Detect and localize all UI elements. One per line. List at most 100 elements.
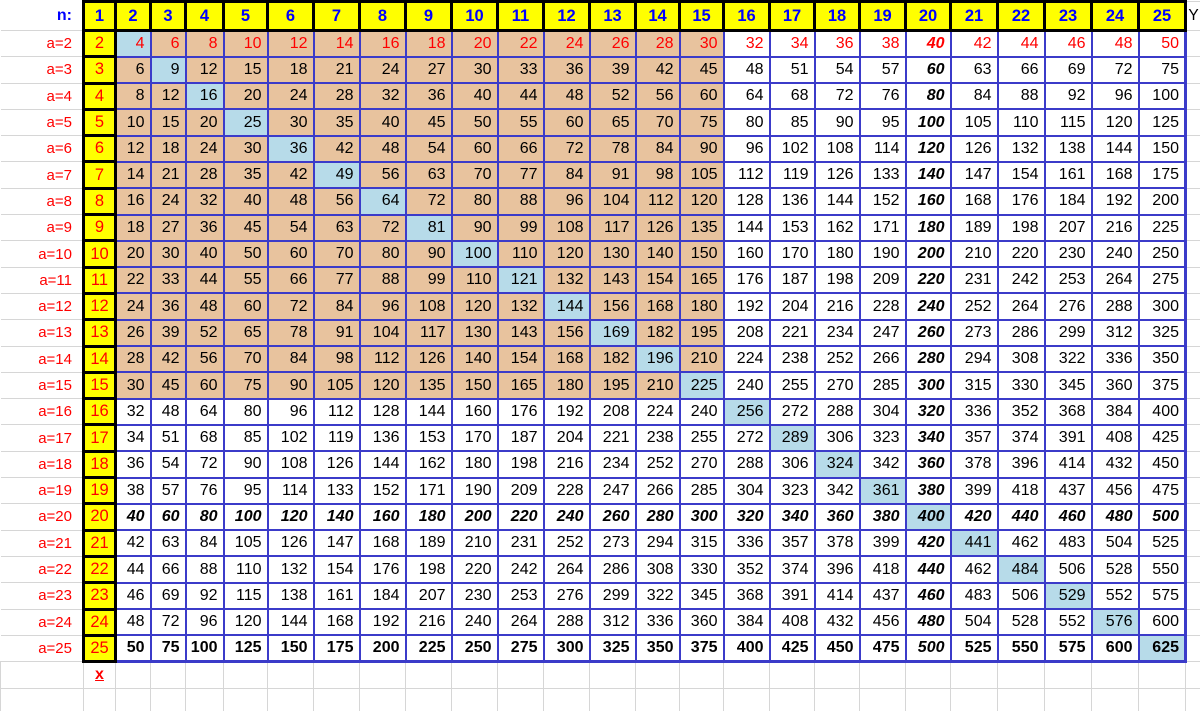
n-corner-label[interactable]: n: — [0, 1, 84, 31]
cell-a9-n12[interactable]: 108 — [542, 213, 591, 242]
cell-a14-n15[interactable]: 210 — [678, 345, 725, 374]
cell-a9-n19[interactable]: 171 — [858, 213, 907, 242]
cell-a25-n20[interactable]: 500 — [904, 634, 952, 664]
empty-cell[interactable] — [1091, 687, 1139, 711]
cell-a10-n8[interactable]: 80 — [358, 239, 407, 269]
cell-a24-n12[interactable]: 288 — [542, 608, 591, 637]
cell-a13-n5[interactable]: 65 — [222, 318, 269, 348]
cell-a25-n25[interactable]: 625 — [1137, 634, 1187, 664]
cell-a16-n11[interactable]: 176 — [496, 397, 545, 426]
cell-a22-n17[interactable]: 374 — [768, 555, 816, 584]
cell-a14-n16[interactable]: 224 — [722, 345, 771, 374]
cell-a13-n8[interactable]: 104 — [358, 318, 407, 348]
row-label-a3[interactable]: a=3 — [0, 56, 84, 84]
empty-cell[interactable] — [1138, 687, 1186, 711]
cell-a20-n3[interactable]: 60 — [149, 502, 187, 532]
empty-cell[interactable] — [267, 661, 314, 689]
cell-a23-n25[interactable]: 575 — [1137, 581, 1187, 611]
cell-a24-n20[interactable]: 480 — [904, 608, 952, 637]
cell-a18-n19[interactable]: 342 — [858, 450, 907, 479]
cell-a20-n8[interactable]: 160 — [358, 502, 407, 532]
cell-a2-n2[interactable]: 4 — [114, 29, 152, 58]
cell-a12-n13[interactable]: 156 — [588, 292, 637, 321]
cell-a15-n13[interactable]: 195 — [588, 371, 637, 400]
cell-a20-n25[interactable]: 500 — [1137, 502, 1187, 532]
cell-a2-n11[interactable]: 22 — [496, 29, 545, 58]
y-column-cell[interactable] — [1185, 161, 1200, 189]
cell-a17-n10[interactable]: 170 — [450, 423, 499, 453]
empty-cell[interactable] — [313, 661, 360, 689]
y-column-cell[interactable] — [1185, 187, 1200, 216]
cell-a3-n10[interactable]: 30 — [450, 55, 499, 85]
cell-a9-n23[interactable]: 207 — [1043, 213, 1093, 242]
cell-a3-n19[interactable]: 57 — [858, 55, 907, 85]
empty-cell[interactable] — [589, 687, 636, 711]
cell-a9-n18[interactable]: 162 — [813, 213, 861, 242]
cell-a19-n5[interactable]: 95 — [222, 476, 269, 505]
cell-a17-n16[interactable]: 272 — [722, 423, 771, 453]
cell-a10-n21[interactable]: 210 — [949, 239, 999, 269]
cell-a22-n16[interactable]: 352 — [722, 555, 771, 584]
cell-a24-n11[interactable]: 264 — [496, 608, 545, 637]
empty-cell[interactable] — [185, 661, 224, 689]
cell-a13-n22[interactable]: 286 — [996, 318, 1046, 348]
cell-a23-n10[interactable]: 230 — [450, 581, 499, 611]
cell-a25-n9[interactable]: 225 — [404, 634, 453, 664]
cell-a8-n14[interactable]: 112 — [634, 187, 681, 216]
cell-a18-n20[interactable]: 360 — [904, 450, 952, 479]
cell-a6-n25[interactable]: 150 — [1137, 134, 1187, 163]
cell-a23-n14[interactable]: 322 — [634, 581, 681, 611]
cell-a22-n4[interactable]: 88 — [184, 555, 225, 584]
cell-a24-n14[interactable]: 336 — [634, 608, 681, 637]
y-column-cell[interactable] — [1185, 529, 1200, 557]
cell-a7-n19[interactable]: 133 — [858, 160, 907, 190]
cell-a15-n4[interactable]: 60 — [184, 371, 225, 400]
cell-a21-n8[interactable]: 168 — [358, 529, 407, 558]
cell-a14-n2[interactable]: 28 — [114, 345, 152, 374]
cell-a23-n1[interactable]: 23 — [82, 581, 117, 611]
empty-cell[interactable] — [635, 661, 680, 689]
cell-a4-n2[interactable]: 8 — [114, 82, 152, 111]
cell-a22-n11[interactable]: 242 — [496, 555, 545, 584]
cell-a7-n4[interactable]: 28 — [184, 160, 225, 190]
cell-a7-n9[interactable]: 63 — [404, 160, 453, 190]
cell-a11-n13[interactable]: 143 — [588, 266, 637, 295]
cell-a7-n20[interactable]: 140 — [904, 160, 952, 190]
cell-a24-n17[interactable]: 408 — [768, 608, 816, 637]
cell-a11-n18[interactable]: 198 — [813, 266, 861, 295]
cell-a9-n14[interactable]: 126 — [634, 213, 681, 242]
cell-a14-n13[interactable]: 182 — [588, 345, 637, 374]
cell-a14-n9[interactable]: 126 — [404, 345, 453, 374]
cell-a19-n4[interactable]: 76 — [184, 476, 225, 505]
column-header-4[interactable]: 4 — [184, 0, 225, 32]
row-label-a20[interactable]: a=20 — [0, 503, 84, 531]
y-column-cell[interactable] — [1185, 582, 1200, 610]
empty-cell[interactable] — [1044, 687, 1092, 711]
cell-a25-n17[interactable]: 425 — [768, 634, 816, 664]
cell-a4-n3[interactable]: 12 — [149, 82, 187, 111]
cell-a9-n1[interactable]: 9 — [82, 213, 117, 243]
cell-a18-n8[interactable]: 144 — [358, 450, 407, 479]
cell-a24-n15[interactable]: 360 — [678, 608, 725, 637]
cell-a23-n23[interactable]: 529 — [1043, 581, 1093, 611]
cell-a7-n17[interactable]: 119 — [768, 160, 816, 190]
empty-cell[interactable] — [223, 687, 268, 711]
row-label-a23[interactable]: a=23 — [0, 582, 84, 610]
cell-a11-n21[interactable]: 231 — [949, 266, 999, 295]
empty-cell[interactable] — [313, 687, 360, 711]
row-label-a16[interactable]: a=16 — [0, 398, 84, 426]
cell-a3-n22[interactable]: 66 — [996, 55, 1046, 85]
empty-cell[interactable] — [267, 687, 314, 711]
cell-a21-n1[interactable]: 21 — [82, 528, 117, 558]
cell-a13-n12[interactable]: 156 — [542, 318, 591, 348]
cell-a10-n3[interactable]: 30 — [149, 239, 187, 269]
column-header-15[interactable]: 15 — [678, 0, 725, 32]
column-header-10[interactable]: 10 — [450, 0, 499, 32]
cell-a22-n9[interactable]: 198 — [404, 555, 453, 584]
cell-a11-n6[interactable]: 66 — [266, 266, 315, 295]
cell-a7-n16[interactable]: 112 — [722, 160, 771, 190]
cell-a24-n21[interactable]: 504 — [949, 608, 999, 637]
column-header-19[interactable]: 19 — [858, 0, 907, 32]
cell-a14-n21[interactable]: 294 — [949, 345, 999, 374]
cell-a17-n9[interactable]: 153 — [404, 423, 453, 453]
